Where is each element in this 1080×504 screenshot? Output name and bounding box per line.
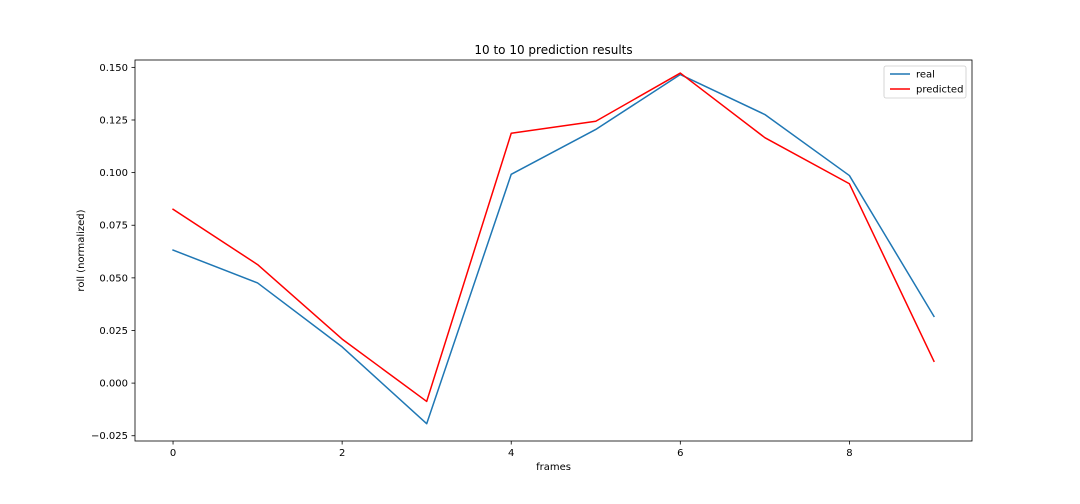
legend-label-predicted: predicted	[916, 85, 963, 96]
y-tick-label: 0.025	[99, 326, 128, 337]
y-tick-label: 0.125	[99, 115, 128, 126]
chart-title: 10 to 10 prediction results	[474, 43, 632, 57]
x-tick-label: 0	[170, 448, 176, 459]
series-layer	[172, 72, 935, 425]
x-axis-ticks: 0 2 4 6 8	[170, 441, 853, 459]
x-tick-label: 8	[846, 448, 852, 459]
legend: real predicted	[883, 65, 967, 99]
legend-label-real: real	[916, 70, 935, 81]
x-tick-label: 6	[677, 448, 683, 459]
x-tick-label: 4	[508, 448, 514, 459]
y-tick-label: 0.050	[99, 273, 128, 284]
x-axis-label: frames	[536, 462, 571, 473]
x-tick-label: 2	[339, 448, 345, 459]
y-axis-ticks: −0.025 0.000 0.025 0.050 0.075 0.100 0.125 0.15…	[91, 63, 135, 442]
series-line-predicted	[172, 72, 935, 403]
y-tick-label: 0.150	[99, 63, 128, 74]
y-tick-label: 0.000	[99, 379, 128, 390]
y-tick-label: 0.075	[99, 221, 128, 232]
y-tick-label: 0.100	[99, 168, 128, 179]
y-tick-label: −0.025	[91, 431, 128, 442]
series-line-real	[172, 73, 935, 425]
plot-area	[135, 60, 972, 441]
y-axis-label: roll (normalized)	[76, 209, 87, 291]
plot-frame	[134, 59, 973, 442]
